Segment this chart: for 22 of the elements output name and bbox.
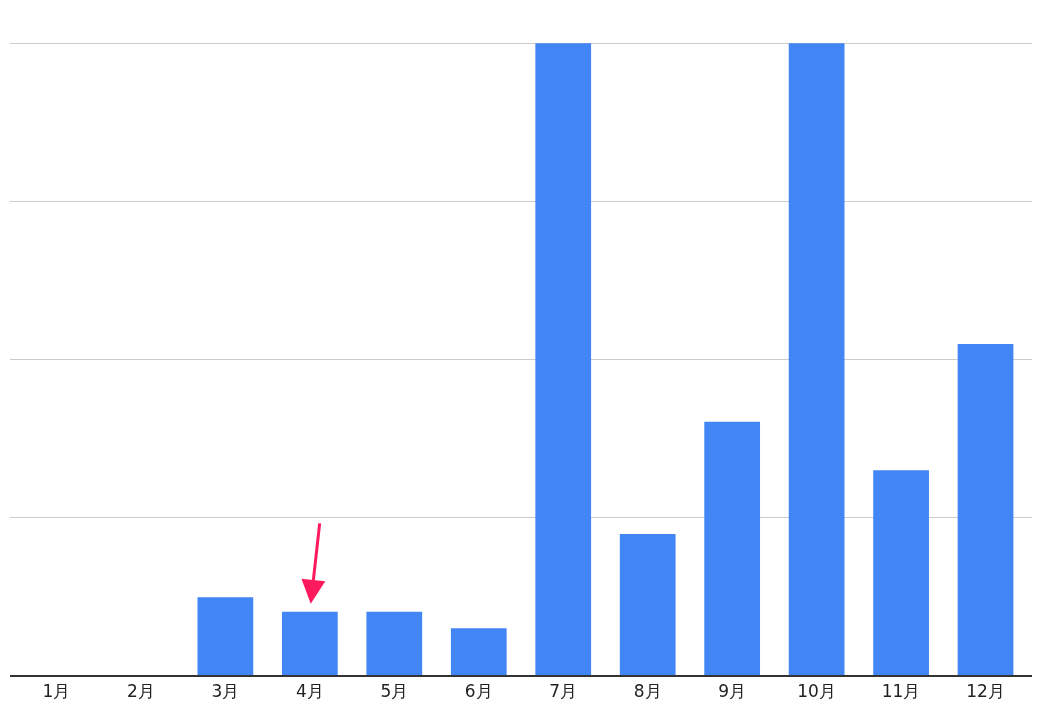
x-tick-label: 10月 <box>797 681 836 702</box>
x-tick-label: 1月 <box>42 681 71 702</box>
bar <box>957 343 1014 675</box>
bar <box>281 611 338 675</box>
x-tick-label: 3月 <box>211 681 240 702</box>
x-tick-label: 7月 <box>549 681 578 702</box>
x-tick-label: 8月 <box>633 681 662 702</box>
bar <box>873 470 929 675</box>
x-tick-label: 12月 <box>966 681 1005 702</box>
bar <box>535 43 592 675</box>
bar <box>450 628 507 675</box>
bar <box>788 43 845 675</box>
bar <box>366 611 423 675</box>
x-tick-label: 2月 <box>127 681 155 702</box>
x-tick-label: 6月 <box>464 681 493 702</box>
x-tick-label: 4月 <box>295 681 324 702</box>
x-tick-label: 11月 <box>881 681 921 702</box>
bar <box>197 597 254 675</box>
x-tick-label: 5月 <box>380 681 409 702</box>
x-tick-label: 9月 <box>718 681 747 702</box>
bar <box>619 534 676 675</box>
bar <box>704 421 761 675</box>
